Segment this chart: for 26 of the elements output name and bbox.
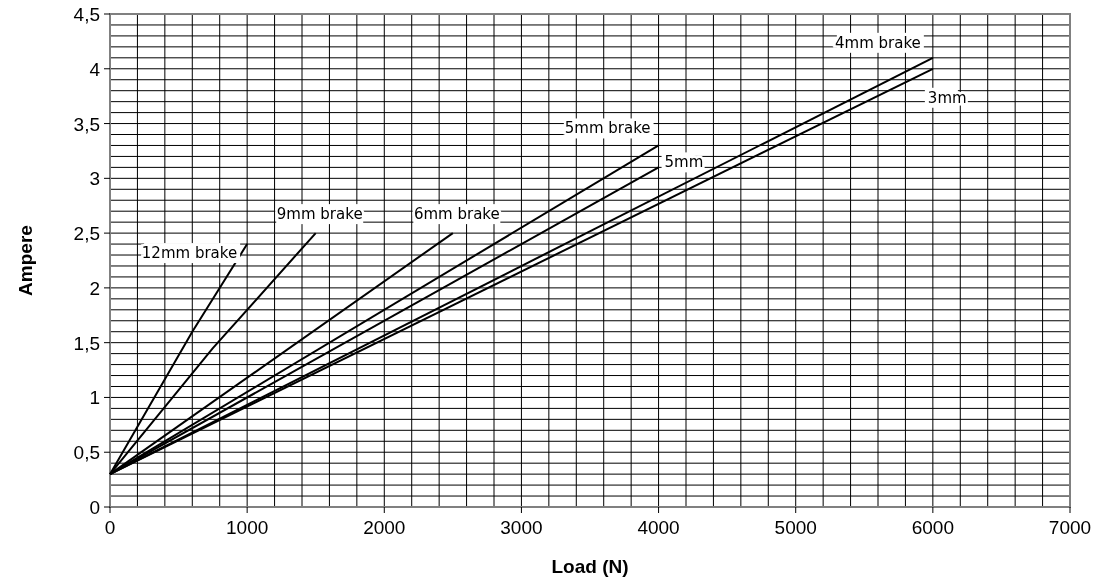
y-tick-label: 0,5 <box>73 442 100 464</box>
x-tick-label: 4000 <box>637 517 680 538</box>
series-label: 9mm brake <box>276 205 363 224</box>
x-tick-label: 0 <box>104 517 116 538</box>
x-tick-label: 5000 <box>774 517 817 538</box>
y-tick-label: 4,5 <box>73 4 100 25</box>
y-tick-label: 1 <box>89 387 100 409</box>
series-label: 6mm brake <box>413 205 500 224</box>
y-tick-label: 3 <box>89 168 100 190</box>
y-tick-label: 2,5 <box>73 223 100 245</box>
x-tick-label: 7000 <box>1048 517 1092 538</box>
series-label: 5mm <box>664 153 704 172</box>
y-axis-title: Ampere <box>15 225 36 296</box>
series-label: 5mm brake <box>564 119 651 138</box>
x-tick-label: 2000 <box>363 517 406 538</box>
y-tick-label: 3,5 <box>73 113 100 135</box>
series-label: 12mm brake <box>141 244 238 263</box>
x-tick-label: 1000 <box>226 517 269 538</box>
y-tick-label: 4 <box>89 58 101 80</box>
x-axis-title: Load (N) <box>551 556 629 577</box>
series-label: 4mm brake <box>835 33 921 52</box>
x-tick-label: 3000 <box>500 517 543 538</box>
y-tick-label: 2 <box>89 277 100 299</box>
y-tick-label: 0 <box>89 497 100 518</box>
y-tick-label: 1,5 <box>73 332 100 354</box>
x-tick-label: 6000 <box>911 517 954 538</box>
